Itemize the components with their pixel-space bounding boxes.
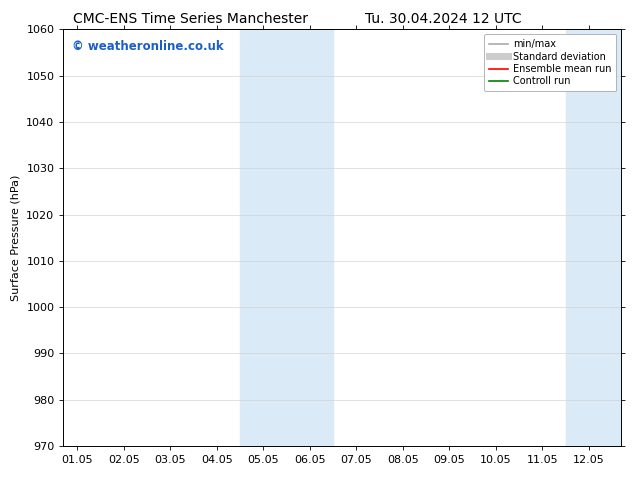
Bar — [566, 29, 621, 446]
Text: Tu. 30.04.2024 12 UTC: Tu. 30.04.2024 12 UTC — [365, 12, 522, 26]
Text: © weatheronline.co.uk: © weatheronline.co.uk — [72, 40, 223, 53]
Text: CMC-ENS Time Series Manchester: CMC-ENS Time Series Manchester — [73, 12, 307, 26]
Legend: min/max, Standard deviation, Ensemble mean run, Controll run: min/max, Standard deviation, Ensemble me… — [484, 34, 616, 91]
Bar — [240, 29, 333, 446]
Y-axis label: Surface Pressure (hPa): Surface Pressure (hPa) — [11, 174, 21, 301]
